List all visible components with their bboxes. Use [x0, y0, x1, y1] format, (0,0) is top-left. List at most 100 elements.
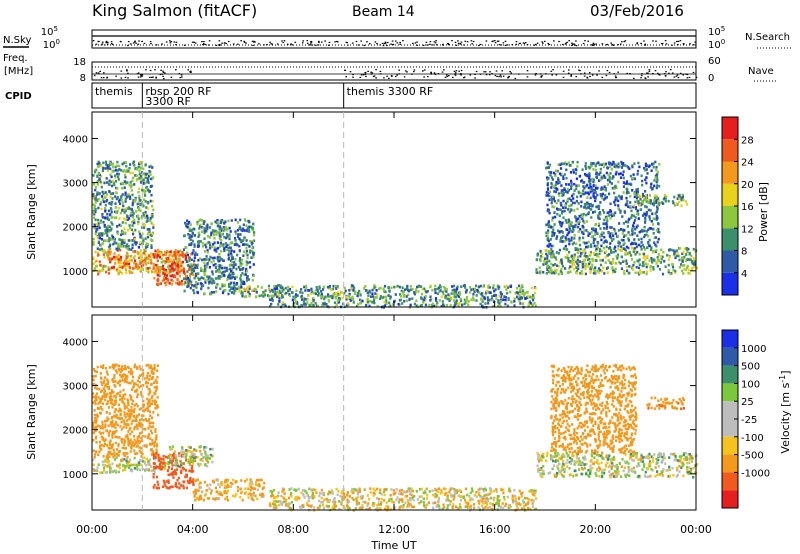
data-cell	[131, 203, 134, 207]
data-cell	[126, 251, 129, 255]
data-cell	[683, 247, 686, 251]
data-cell	[633, 238, 636, 241]
data-cell	[233, 261, 236, 264]
data-cell	[614, 229, 617, 232]
data-cell	[183, 272, 186, 276]
data-cell	[580, 205, 583, 208]
data-cell	[568, 242, 571, 246]
data-cell	[448, 298, 451, 301]
data-cell	[613, 214, 616, 217]
data-cell	[126, 264, 129, 268]
data-cell	[126, 262, 129, 265]
data-cell	[118, 383, 122, 387]
data-cell	[646, 172, 649, 175]
data-cell	[633, 162, 636, 165]
nave-point	[570, 74, 573, 76]
data-cell	[209, 226, 212, 229]
data-cell	[159, 282, 162, 285]
data-cell	[139, 209, 142, 213]
data-cell	[134, 265, 137, 268]
data-cell	[626, 191, 629, 194]
data-cell	[131, 430, 134, 434]
data-cell	[592, 184, 595, 188]
data-cell	[192, 263, 195, 266]
data-cell	[656, 209, 659, 212]
data-cell	[383, 284, 387, 288]
nave-point	[664, 75, 667, 77]
nave-point	[423, 76, 425, 78]
data-cell	[94, 402, 97, 406]
data-cell	[109, 398, 112, 402]
data-cell	[114, 470, 118, 474]
data-cell	[597, 241, 600, 245]
data-cell	[131, 409, 134, 412]
data-cell	[413, 291, 416, 294]
data-cell	[162, 264, 165, 268]
data-cell	[647, 234, 650, 238]
nsearch-point	[318, 41, 320, 44]
data-cell	[549, 266, 552, 270]
nsearch-point	[515, 41, 518, 43]
data-cell	[407, 293, 410, 297]
data-cell	[162, 268, 165, 271]
data-cell	[281, 295, 284, 299]
data-cell	[131, 224, 134, 227]
data-cell	[550, 244, 553, 248]
data-cell	[138, 468, 142, 472]
data-cell	[234, 287, 237, 291]
data-cell	[681, 269, 684, 273]
nsearch-point	[621, 41, 623, 43]
nsearch-point	[233, 43, 235, 45]
data-cell	[92, 449, 95, 453]
data-cell	[644, 193, 648, 197]
data-cell	[606, 215, 609, 218]
data-cell	[173, 268, 176, 271]
data-cell	[201, 258, 204, 262]
data-cell	[121, 193, 124, 196]
data-cell	[545, 166, 548, 170]
data-cell	[214, 277, 217, 280]
nsearch-point	[105, 42, 107, 44]
data-cell	[645, 233, 648, 237]
data-cell	[594, 272, 597, 275]
data-cell	[102, 269, 105, 272]
data-cell	[637, 161, 640, 165]
data-cell	[219, 219, 222, 223]
data-cell	[121, 208, 124, 212]
data-cell	[681, 259, 684, 262]
nsearch-point	[694, 41, 696, 43]
data-cell	[113, 423, 116, 426]
nsearch-point	[252, 44, 254, 46]
data-cell	[373, 284, 376, 287]
nave-point	[507, 76, 510, 78]
data-cell	[534, 304, 537, 308]
data-cell	[331, 296, 334, 300]
data-cell	[364, 289, 368, 292]
nave-point	[444, 76, 447, 78]
data-cell	[94, 186, 98, 189]
data-cell	[221, 244, 224, 248]
y-tick-label: 1000	[63, 267, 88, 278]
data-cell	[568, 188, 571, 192]
power-data-cells	[92, 160, 698, 309]
data-cell	[114, 165, 117, 169]
data-cell	[549, 267, 552, 271]
data-cell	[93, 216, 96, 220]
data-cell	[557, 192, 560, 195]
data-cell	[114, 241, 117, 245]
data-cell	[209, 255, 212, 259]
nave-point	[189, 71, 191, 73]
nave-point	[126, 70, 128, 72]
data-cell	[179, 249, 182, 253]
data-cell	[624, 234, 627, 237]
data-cell	[368, 289, 371, 293]
nave-point	[677, 76, 680, 79]
nsearch-point	[258, 43, 260, 45]
data-cell	[211, 272, 214, 276]
data-cell	[547, 229, 550, 232]
data-cell	[167, 267, 171, 271]
data-cell	[576, 221, 579, 224]
nsearch-point	[624, 40, 627, 42]
data-cell	[138, 374, 142, 378]
